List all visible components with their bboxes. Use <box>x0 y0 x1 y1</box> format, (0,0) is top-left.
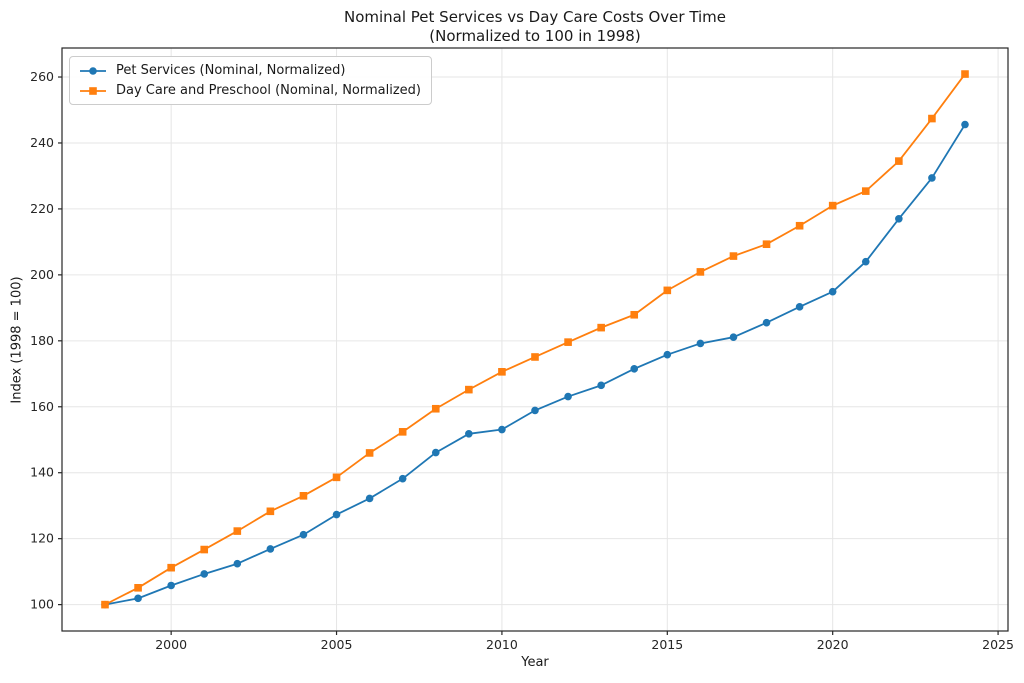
data-point-circle <box>564 392 572 401</box>
x-tick-label: 2000 <box>155 637 187 652</box>
data-point-square <box>729 252 738 260</box>
data-point-square <box>928 114 936 123</box>
axes-spines <box>61 47 1009 632</box>
data-point-square <box>233 527 242 535</box>
legend-key-day-care <box>80 86 106 95</box>
data-point-circle <box>630 365 639 373</box>
data-point-circle <box>398 474 407 483</box>
data-point-circle <box>928 174 936 182</box>
y-tick-label: 140 <box>30 465 54 480</box>
data-point-circle <box>233 559 242 568</box>
data-point-square <box>696 268 705 276</box>
x-tick-label: 2010 <box>486 637 518 652</box>
legend-label-day-care: Day Care and Preschool (Nominal, Normali… <box>116 83 422 98</box>
data-point-circle <box>895 215 903 223</box>
x-axis-label: Year <box>521 655 549 670</box>
data-point-circle <box>795 303 804 311</box>
y-tick-label: 240 <box>30 135 54 150</box>
chart-legend: Pet Services (Nominal, Normalized) Day C… <box>69 56 433 105</box>
x-tick-label: 2015 <box>651 637 683 652</box>
y-tick-label: 200 <box>30 267 54 282</box>
data-point-circle <box>696 339 705 348</box>
series-line <box>104 73 966 606</box>
data-point-circle <box>597 381 605 390</box>
data-point-square <box>101 600 109 609</box>
data-point-circle <box>465 430 473 438</box>
y-tick-label: 120 <box>30 531 54 546</box>
y-tick-label: 180 <box>30 333 54 348</box>
x-tick-label: 2005 <box>321 637 353 652</box>
data-point-square <box>564 338 572 346</box>
data-point-square <box>266 507 275 516</box>
data-point-square <box>630 310 639 319</box>
tick-marks <box>58 76 999 635</box>
data-point-square <box>167 563 175 572</box>
legend-item-pet-services: Pet Services (Nominal, Normalized) <box>78 62 421 79</box>
data-point-circle <box>134 594 142 603</box>
x-tick-label: 2020 <box>817 637 849 652</box>
data-point-square <box>365 449 374 457</box>
grid <box>62 48 1008 631</box>
data-point-square <box>861 187 870 195</box>
data-point-square <box>134 584 142 592</box>
data-point-square <box>531 353 539 361</box>
data-point-square <box>961 70 969 78</box>
legend-key-pet-services <box>80 66 106 75</box>
data-point-circle <box>663 350 672 359</box>
data-point-square <box>762 240 771 249</box>
x-tick-label: 2025 <box>982 637 1014 652</box>
y-tick-label: 220 <box>30 201 54 216</box>
data-point-square <box>498 368 506 376</box>
data-point-circle <box>332 510 341 519</box>
y-axis-label: Index (1998 = 100) <box>9 276 25 404</box>
data-point-square <box>398 428 407 436</box>
data-point-circle <box>861 257 870 266</box>
data-point-circle <box>828 287 837 296</box>
legend-item-day-care: Day Care and Preschool (Nominal, Normali… <box>78 82 421 99</box>
y-tick-label: 100 <box>30 597 54 612</box>
y-tick-label: 260 <box>30 69 54 84</box>
data-point-square <box>431 404 440 413</box>
data-point-circle <box>266 545 275 553</box>
data-point-square <box>663 286 672 295</box>
data-point-circle <box>729 333 738 341</box>
data-point-circle <box>299 530 308 539</box>
data-point-circle <box>431 448 440 457</box>
data-point-square <box>465 385 473 394</box>
legend-label-pet-services: Pet Services (Nominal, Normalized) <box>116 63 346 78</box>
data-point-circle <box>365 494 374 503</box>
data-point-square <box>200 545 209 554</box>
chart-title-line1: Nominal Pet Services vs Day Care Costs O… <box>343 8 727 26</box>
series-pet-services <box>101 120 969 609</box>
data-point-circle <box>200 570 209 578</box>
data-point-square <box>332 473 341 482</box>
data-point-circle <box>961 120 969 129</box>
chart-title: Nominal Pet Services vs Day Care Costs O… <box>62 8 1008 46</box>
y-tick-label: 160 <box>30 399 54 414</box>
data-point-square <box>895 157 903 165</box>
series-day-care <box>101 70 969 609</box>
data-point-circle <box>531 406 539 415</box>
data-point-circle <box>498 425 506 434</box>
data-point-square <box>828 201 837 210</box>
chart-title-line2: (Normalized to 100 in 1998) <box>429 27 641 45</box>
data-point-square <box>299 492 308 500</box>
data-point-circle <box>762 318 771 327</box>
data-point-square <box>597 323 605 332</box>
data-point-circle <box>167 581 175 590</box>
data-point-square <box>795 221 804 230</box>
tick-labels: 2000 2005 2010 2015 2020 2025 100 120 140 160 180 2… <box>30 69 1014 652</box>
